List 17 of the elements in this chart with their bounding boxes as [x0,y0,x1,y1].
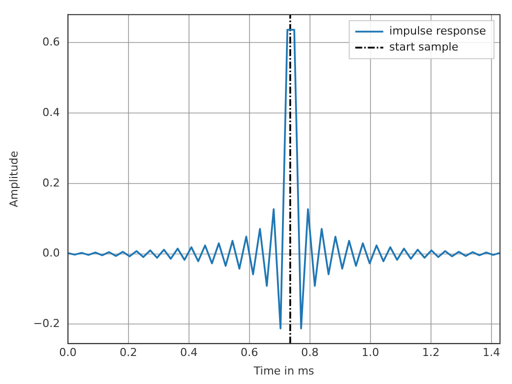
ref-line-label: start sample [389,40,459,54]
x-tick-label: 0.0 [59,346,77,360]
x-tick-label: 0.2 [120,346,138,360]
x-axis-title: Time in ms [252,364,314,378]
legend-label: impulse response [389,24,486,38]
y-tick-label: 0.2 [42,176,60,190]
x-tick-label: 0.6 [240,346,258,360]
y-tick-label: 0.0 [42,246,60,260]
y-tick-label: −0.2 [33,317,60,330]
y-tick-label: 0.6 [42,36,60,49]
y-axis-title: Amplitude [7,150,20,208]
y-tick-label: 0.4 [42,106,60,119]
x-tick-label: 1.0 [362,346,380,360]
x-tick-label: 1.4 [482,346,500,360]
x-tick-label: 1.2 [422,346,440,360]
x-tick-label: 0.8 [301,346,319,360]
x-tick-label: 0.4 [180,346,198,360]
